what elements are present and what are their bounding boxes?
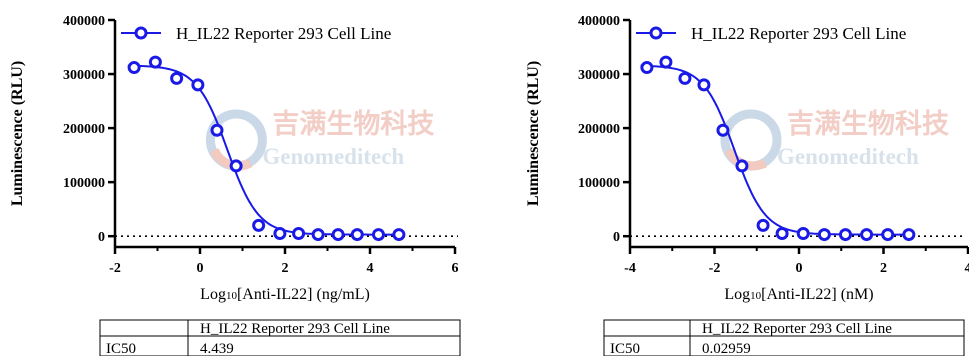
y-tick-label: 300000 (578, 68, 620, 83)
y-tick-label: 300000 (63, 68, 105, 83)
y-tick-label: 200000 (578, 122, 620, 137)
data-point (678, 71, 692, 85)
x-tick-label: 0 (197, 261, 204, 276)
data-point (697, 78, 711, 92)
y-tick-label: 400000 (63, 14, 105, 29)
x-axis-label-unit: [Anti-IL22] (nM) (761, 286, 873, 303)
data-point (311, 228, 325, 242)
data-point (659, 55, 673, 69)
ic50-table: H_IL22 Reporter 293 Cell Line IC50 0.02959 (603, 319, 965, 356)
x-tick-label: -4 (624, 261, 636, 276)
x-axis-label: Log10[Anti-IL22] (nM) (724, 286, 873, 303)
data-point (273, 226, 287, 240)
x-tick-label: -2 (109, 261, 121, 276)
data-point (881, 228, 895, 242)
watermark-chinese-text: 吉满生物科技 (787, 109, 949, 139)
data-point (716, 123, 730, 137)
table-ic50-value: 0.02959 (702, 341, 751, 356)
data-point (350, 228, 364, 242)
table-border (99, 319, 461, 356)
y-tick-label: 0 (613, 230, 620, 245)
legend-marker (649, 26, 663, 40)
y-tick-label: 100000 (578, 176, 620, 191)
table-border (603, 319, 965, 356)
data-point (252, 218, 266, 232)
data-point (902, 228, 916, 242)
data-point (148, 55, 162, 69)
legend-label: H_IL22 Reporter 293 Cell Line (176, 24, 391, 43)
x-tick-label: 4 (367, 261, 374, 276)
data-point (127, 61, 141, 75)
chart-panel-right: 吉满生物科技Genomeditech0100000200000300000400… (525, 14, 969, 356)
x-axis-label-unit: [Anti-IL22] (ng/mL) (237, 286, 370, 303)
x-axis-label: Log10[Anti-IL22] (ng/mL) (200, 286, 370, 303)
watermark-chinese-text: 吉满生物科技 (272, 109, 434, 139)
table-ic50-value: 4.439 (200, 341, 234, 356)
chart-panel-left: 吉满生物科技 Genomeditech 0 100000 200000 300000 400… (9, 14, 461, 356)
data-point (292, 226, 306, 240)
data-point (372, 228, 385, 242)
x-tick-label: 6 (452, 261, 459, 276)
data-point (775, 226, 789, 240)
x-axis-label-subscript: 10 (226, 290, 238, 302)
x-axis-label-log: Log (200, 286, 226, 303)
data-point (640, 61, 654, 75)
data-point (229, 159, 243, 173)
x-tick-label: 2 (282, 261, 289, 276)
x-tick-label: -2 (709, 261, 721, 276)
data-point (838, 228, 852, 242)
table-header-cell: H_IL22 Reporter 293 Cell Line (200, 321, 390, 337)
x-axis-label-subscript: 10 (750, 290, 762, 302)
table-row-label: IC50 (610, 341, 640, 356)
x-axis-label-log: Log (724, 286, 750, 303)
watermark-swirl-red (210, 147, 253, 171)
data-point (392, 228, 406, 242)
legend-marker (134, 26, 148, 40)
data-point (191, 78, 205, 92)
data-point (210, 123, 224, 137)
watermark-english-text: Genomeditech (777, 144, 919, 169)
y-axis-label: Luminescence (RLU) (525, 61, 542, 206)
table-header-cell: H_IL22 Reporter 293 Cell Line (702, 321, 892, 337)
data-point (331, 228, 345, 242)
x-tick-label: 2 (880, 261, 887, 276)
data-point (860, 228, 874, 242)
watermark-logo: 吉满生物科技 Genomeditech (205, 109, 434, 171)
y-tick-label: 100000 (63, 176, 105, 191)
watermark-english-text: Genomeditech (262, 144, 404, 169)
data-point (756, 218, 770, 232)
watermark-logo: 吉满生物科技 Genomeditech (720, 109, 949, 171)
y-tick-label: 0 (98, 230, 105, 245)
ic50-table: H_IL22 Reporter 293 Cell Line IC50 4.439 (99, 319, 461, 356)
y-tick-label: 400000 (578, 14, 620, 29)
y-axis-label: Luminescence (RLU) (9, 61, 26, 206)
x-tick-label: 4 (965, 261, 969, 276)
data-point (817, 228, 831, 242)
y-tick-label: 200000 (63, 122, 105, 137)
data-point (796, 226, 810, 240)
data-point (735, 159, 749, 173)
table-row-label: IC50 (106, 341, 136, 356)
legend-label: H_IL22 Reporter 293 Cell Line (691, 24, 906, 43)
data-point (170, 71, 184, 85)
x-tick-label: 0 (796, 261, 803, 276)
